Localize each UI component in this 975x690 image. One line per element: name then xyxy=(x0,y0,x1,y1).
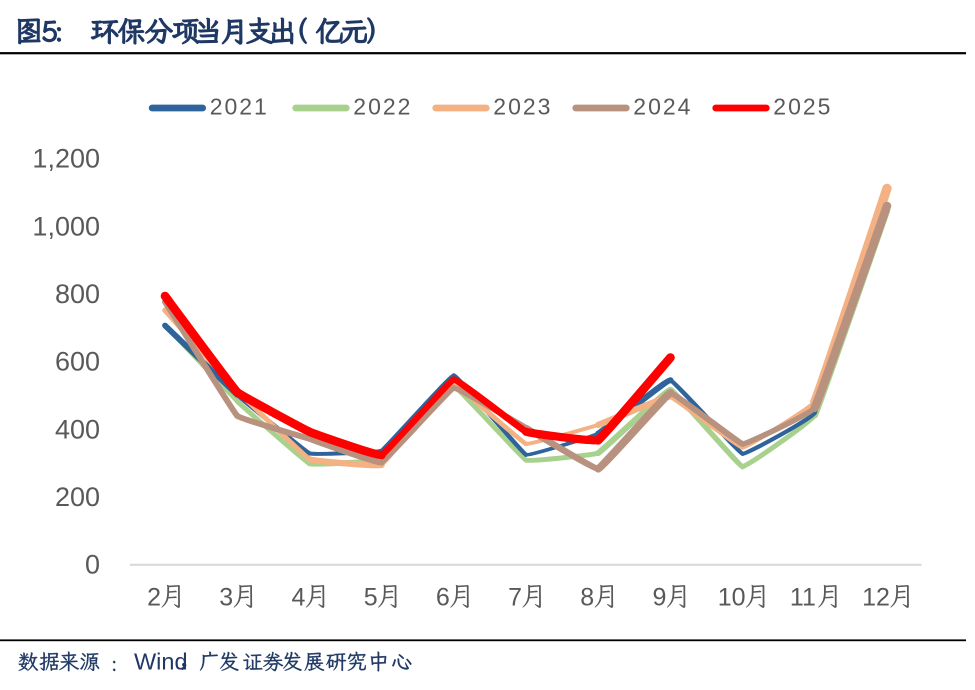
svg-text:400: 400 xyxy=(55,414,100,444)
svg-text:7: 7 xyxy=(508,584,522,612)
svg-text:11: 11 xyxy=(790,584,816,612)
svg-text:0: 0 xyxy=(85,550,100,580)
svg-text:5: 5 xyxy=(364,584,378,612)
svg-text:800: 800 xyxy=(55,279,100,309)
svg-text:2024: 2024 xyxy=(633,94,692,120)
svg-text:200: 200 xyxy=(55,482,100,512)
svg-text:2021: 2021 xyxy=(210,94,269,120)
svg-text:1,200: 1,200 xyxy=(32,144,100,174)
svg-text:3: 3 xyxy=(219,584,233,612)
svg-text:2025: 2025 xyxy=(773,94,832,120)
svg-text:Wind: Wind xyxy=(134,649,188,675)
svg-text:2022: 2022 xyxy=(353,94,412,120)
svg-text:8: 8 xyxy=(580,584,594,612)
svg-text:2: 2 xyxy=(147,584,161,612)
svg-text:4: 4 xyxy=(292,584,306,612)
svg-text:12: 12 xyxy=(862,584,890,612)
svg-text:10: 10 xyxy=(718,584,746,612)
svg-text:1,000: 1,000 xyxy=(32,211,100,241)
svg-text:2023: 2023 xyxy=(493,94,552,120)
svg-text:9: 9 xyxy=(653,584,667,612)
svg-text:600: 600 xyxy=(55,347,100,377)
svg-text:6: 6 xyxy=(436,584,450,612)
